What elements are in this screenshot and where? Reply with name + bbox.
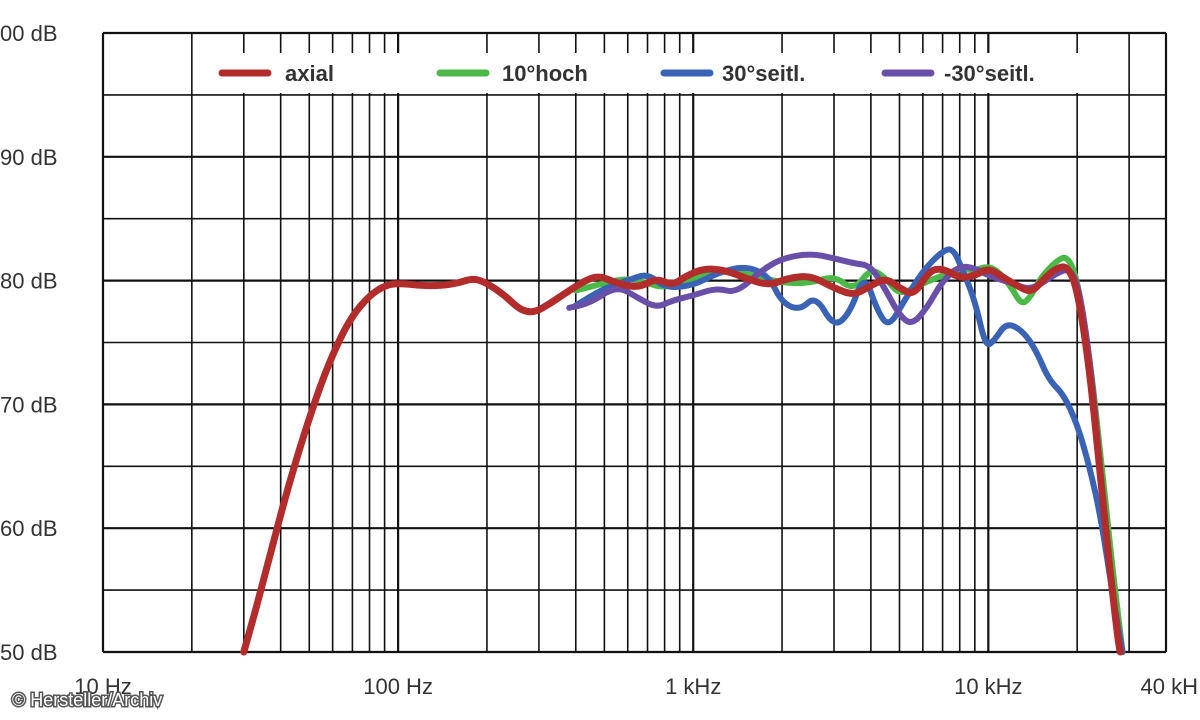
x-tick-label: 100 Hz bbox=[363, 674, 433, 699]
legend-label: axial bbox=[285, 61, 334, 86]
y-tick-label: 00 dB bbox=[0, 21, 58, 46]
legend: axial 10°hoch 30°seitl. -30°seitl. bbox=[196, 53, 1080, 93]
y-tick-label: 60 dB bbox=[0, 516, 58, 541]
x-tick-label: 10 Hz bbox=[74, 674, 131, 699]
x-tick-label: 1 kHz bbox=[665, 674, 721, 699]
legend-label: 10°hoch bbox=[502, 61, 588, 86]
series-line-30-seitl bbox=[572, 246, 1126, 655]
series-line-axial bbox=[240, 263, 1124, 656]
y-tick-label: 80 dB bbox=[0, 269, 58, 294]
x-axis-ticks: 10 Hz 100 Hz 1 kHz 10 kHz 40 kH bbox=[74, 674, 1198, 699]
y-tick-label: 90 dB bbox=[0, 145, 58, 170]
x-tick-label: 40 kH bbox=[1141, 674, 1198, 699]
y-tick-label: 50 dB bbox=[0, 640, 58, 665]
legend-label: -30°seitl. bbox=[944, 61, 1035, 86]
credit-text: © Hersteller/Archiv bbox=[12, 690, 162, 710]
series-layer bbox=[240, 246, 1126, 656]
y-axis-ticks: 00 dB 90 dB 80 dB 70 dB 60 dB 50 dB bbox=[0, 21, 58, 665]
grid bbox=[101, 31, 1168, 654]
legend-label: 30°seitl. bbox=[722, 61, 805, 86]
x-tick-label: 10 kHz bbox=[954, 674, 1022, 699]
y-tick-label: 70 dB bbox=[0, 392, 58, 417]
